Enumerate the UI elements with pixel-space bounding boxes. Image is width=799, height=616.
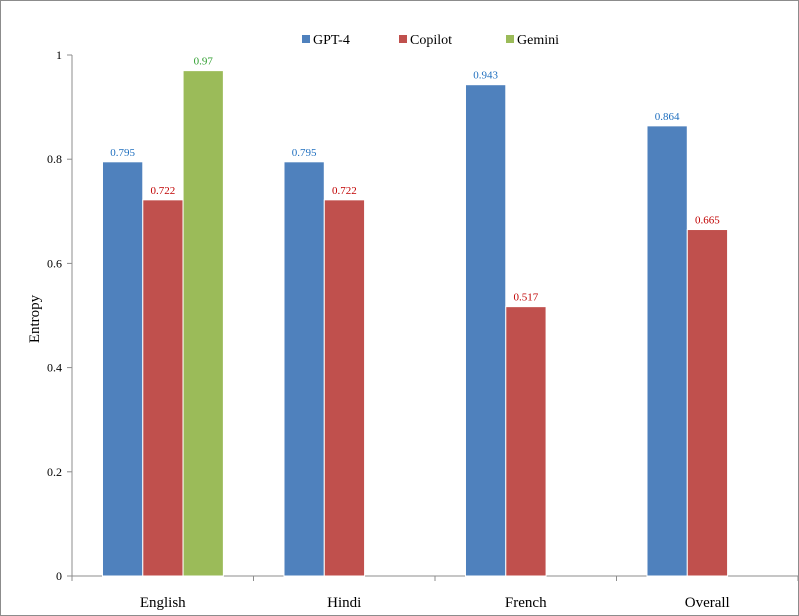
data-label: 0.795 (292, 147, 317, 159)
bar-gemini (182, 70, 224, 577)
bars (101, 70, 729, 577)
bar-gpt-4 (101, 161, 144, 577)
legend-label: Copilot (410, 33, 452, 48)
legend-swatch (399, 35, 407, 43)
y-tick-label: 0 (56, 569, 62, 583)
y-tick-label: 0.6 (47, 256, 62, 270)
bar-copilot (686, 229, 729, 577)
data-label: 0.864 (655, 111, 680, 123)
y-axis-title: Entropy (27, 294, 43, 343)
x-category-label: Hindi (327, 595, 361, 611)
legend-swatch (302, 35, 310, 43)
y-tick-label: 1 (56, 48, 62, 62)
x-category-label: Overall (685, 595, 730, 611)
y-tick-label: 0.8 (47, 152, 62, 166)
bar-gpt-4 (283, 161, 325, 577)
data-label: 0.943 (473, 70, 498, 82)
y-tick-label: 0.4 (47, 361, 62, 375)
y-axis: 0 0.2 0.4 0.6 0.8 1 (47, 48, 73, 583)
bar-copilot (505, 306, 547, 577)
data-label: 0.722 (332, 185, 357, 197)
data-label: 0.722 (151, 185, 176, 197)
data-label: 0.795 (110, 147, 135, 159)
x-category-label: French (505, 595, 547, 611)
data-label: 0.97 (194, 56, 214, 68)
legend: GPT-4 Copilot Gemini (302, 33, 559, 48)
x-axis: English Hindi French Overall (71, 575, 798, 611)
bar-copilot (142, 199, 184, 577)
data-label: 0.665 (695, 215, 720, 227)
x-category-label: English (140, 595, 186, 611)
data-label: 0.517 (514, 292, 539, 304)
legend-label: GPT-4 (313, 33, 350, 48)
bar-gpt-4 (646, 125, 688, 577)
legend-swatch (506, 35, 514, 43)
y-tick-label: 0.2 (47, 465, 62, 479)
legend-label: Gemini (517, 33, 559, 48)
data-labels: 0.795 0.722 0.97 0.795 0.722 0.943 0.517 0.864 0… (110, 56, 720, 304)
bar-copilot (323, 199, 366, 577)
bar-gpt-4 (464, 84, 507, 577)
